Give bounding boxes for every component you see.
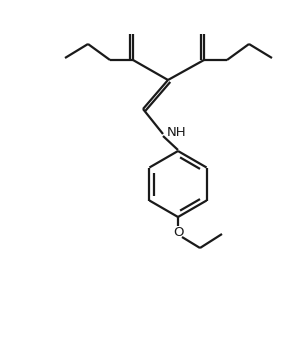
Text: NH: NH [167,126,187,138]
Text: O: O [173,226,183,239]
